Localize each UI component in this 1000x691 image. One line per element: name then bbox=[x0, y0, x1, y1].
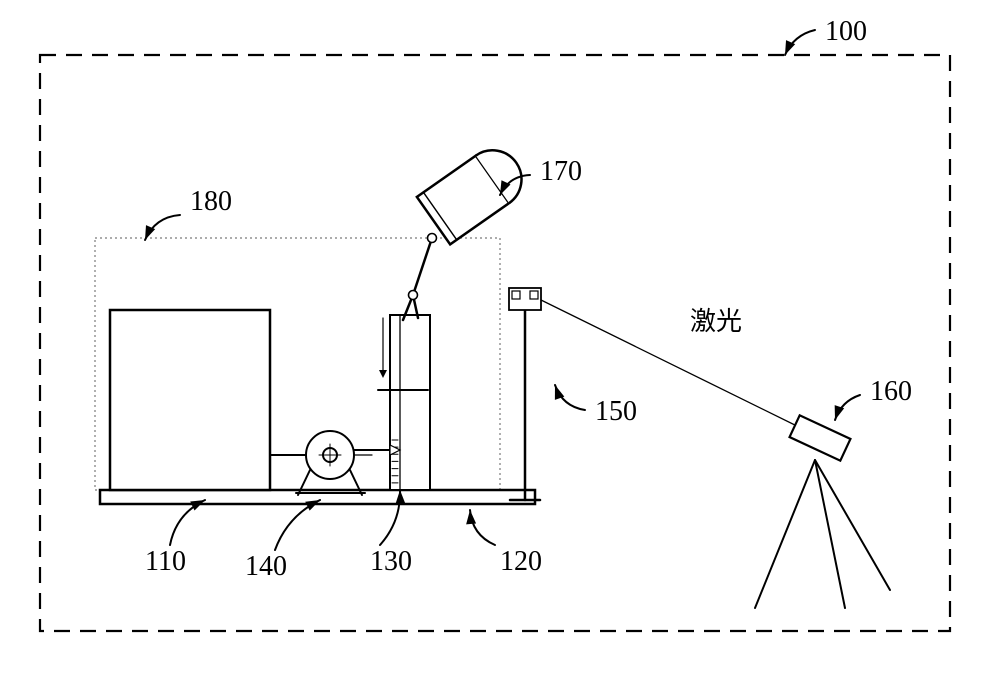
label-system: 100 bbox=[825, 16, 867, 47]
laser-emitter bbox=[790, 415, 851, 460]
vertical-rail bbox=[390, 315, 430, 490]
label-tripod160: 160 bbox=[870, 376, 912, 407]
label-wheel140: 140 bbox=[245, 551, 287, 582]
label-box110: 110 bbox=[145, 546, 186, 577]
label-sensor150: 150 bbox=[595, 396, 637, 427]
label-rail130: 130 bbox=[370, 546, 412, 577]
label-box180: 180 bbox=[190, 186, 232, 217]
control-box bbox=[110, 310, 270, 490]
camera bbox=[417, 139, 533, 244]
label-cam170: 170 bbox=[540, 156, 582, 187]
label-base120: 120 bbox=[500, 546, 542, 577]
laser-beam bbox=[541, 300, 805, 430]
label-laser_txt: 激光 bbox=[690, 307, 742, 336]
